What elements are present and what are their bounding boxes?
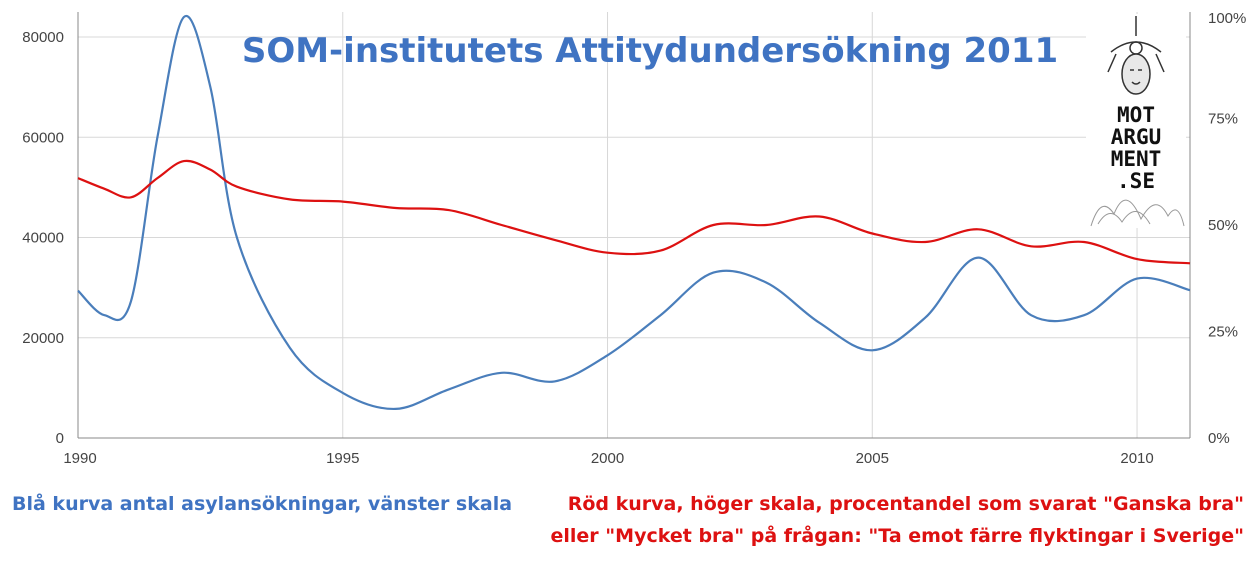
head-figure-icon <box>1107 16 1165 95</box>
logo-sketch-decoration <box>1090 199 1185 227</box>
logo-line-1: MOT <box>1117 103 1155 127</box>
caption-red-line1: Röd kurva, höger skala, procentandel som… <box>568 493 1244 515</box>
x-tick-label: 2010 <box>1120 450 1153 467</box>
grid-lines <box>78 12 1190 438</box>
axes: 0 20000 40000 60000 80000 0% 25% 50% 75% 100% 1990… <box>22 10 1246 467</box>
series-layer <box>77 14 1191 411</box>
x-tick-label: 1995 <box>326 450 359 467</box>
motargument-logo: MOT ARGU MENT .SE <box>1086 14 1186 228</box>
left-tick-label: 60000 <box>22 129 64 146</box>
caption-red-line2: eller "Mycket bra" på frågan: "Ta emot f… <box>551 523 1245 547</box>
x-tick-label: 2005 <box>856 450 889 467</box>
left-tick-label: 20000 <box>22 330 64 347</box>
x-tick-label: 1990 <box>63 450 96 467</box>
left-tick-label: 80000 <box>22 29 64 46</box>
right-tick-label: 75% <box>1208 111 1238 128</box>
logo-line-2: ARGU <box>1111 125 1162 149</box>
left-tick-label: 0 <box>56 430 64 447</box>
left-tick-label: 40000 <box>22 230 64 247</box>
series-line-blue-asylum <box>77 14 1191 411</box>
right-tick-label: 25% <box>1208 324 1238 341</box>
right-tick-label: 50% <box>1208 217 1238 234</box>
chart-title: SOM-institutets Attitydundersökning 2011 <box>242 31 1058 71</box>
caption-blue: Blå kurva antal asylansökningar, vänster… <box>12 491 512 515</box>
logo-line-4: .SE <box>1117 169 1155 193</box>
logo-line-3: MENT <box>1111 147 1162 171</box>
x-tick-label: 2000 <box>591 450 624 467</box>
right-tick-label: 0% <box>1208 430 1230 447</box>
series-line-red-percent <box>77 159 1191 265</box>
right-tick-label: 100% <box>1208 10 1246 27</box>
